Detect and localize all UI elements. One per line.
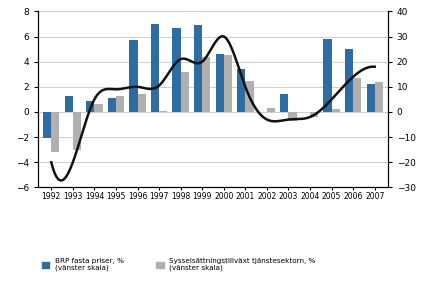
Bar <box>43 112 51 138</box>
Bar <box>130 40 138 112</box>
Bar <box>224 55 232 112</box>
Bar <box>245 81 253 112</box>
Bar <box>267 108 275 112</box>
Bar <box>51 112 60 152</box>
Bar <box>108 98 116 112</box>
Bar <box>86 101 95 112</box>
Bar <box>65 96 73 112</box>
Bar <box>323 39 331 112</box>
Bar <box>237 69 245 112</box>
Bar <box>151 24 159 112</box>
Bar <box>310 112 318 117</box>
Bar <box>173 28 181 112</box>
Bar <box>353 78 361 112</box>
Bar <box>95 105 103 112</box>
Bar <box>116 96 124 112</box>
Bar <box>366 84 375 112</box>
Bar <box>331 109 340 112</box>
Bar <box>345 49 353 112</box>
Bar <box>216 54 224 112</box>
Bar <box>159 111 167 112</box>
Bar <box>73 112 81 150</box>
Bar <box>194 25 202 112</box>
Bar <box>181 72 189 112</box>
Bar <box>375 82 383 112</box>
Bar <box>288 112 296 121</box>
Bar <box>280 94 288 112</box>
Bar <box>138 94 146 112</box>
Bar <box>202 57 210 112</box>
